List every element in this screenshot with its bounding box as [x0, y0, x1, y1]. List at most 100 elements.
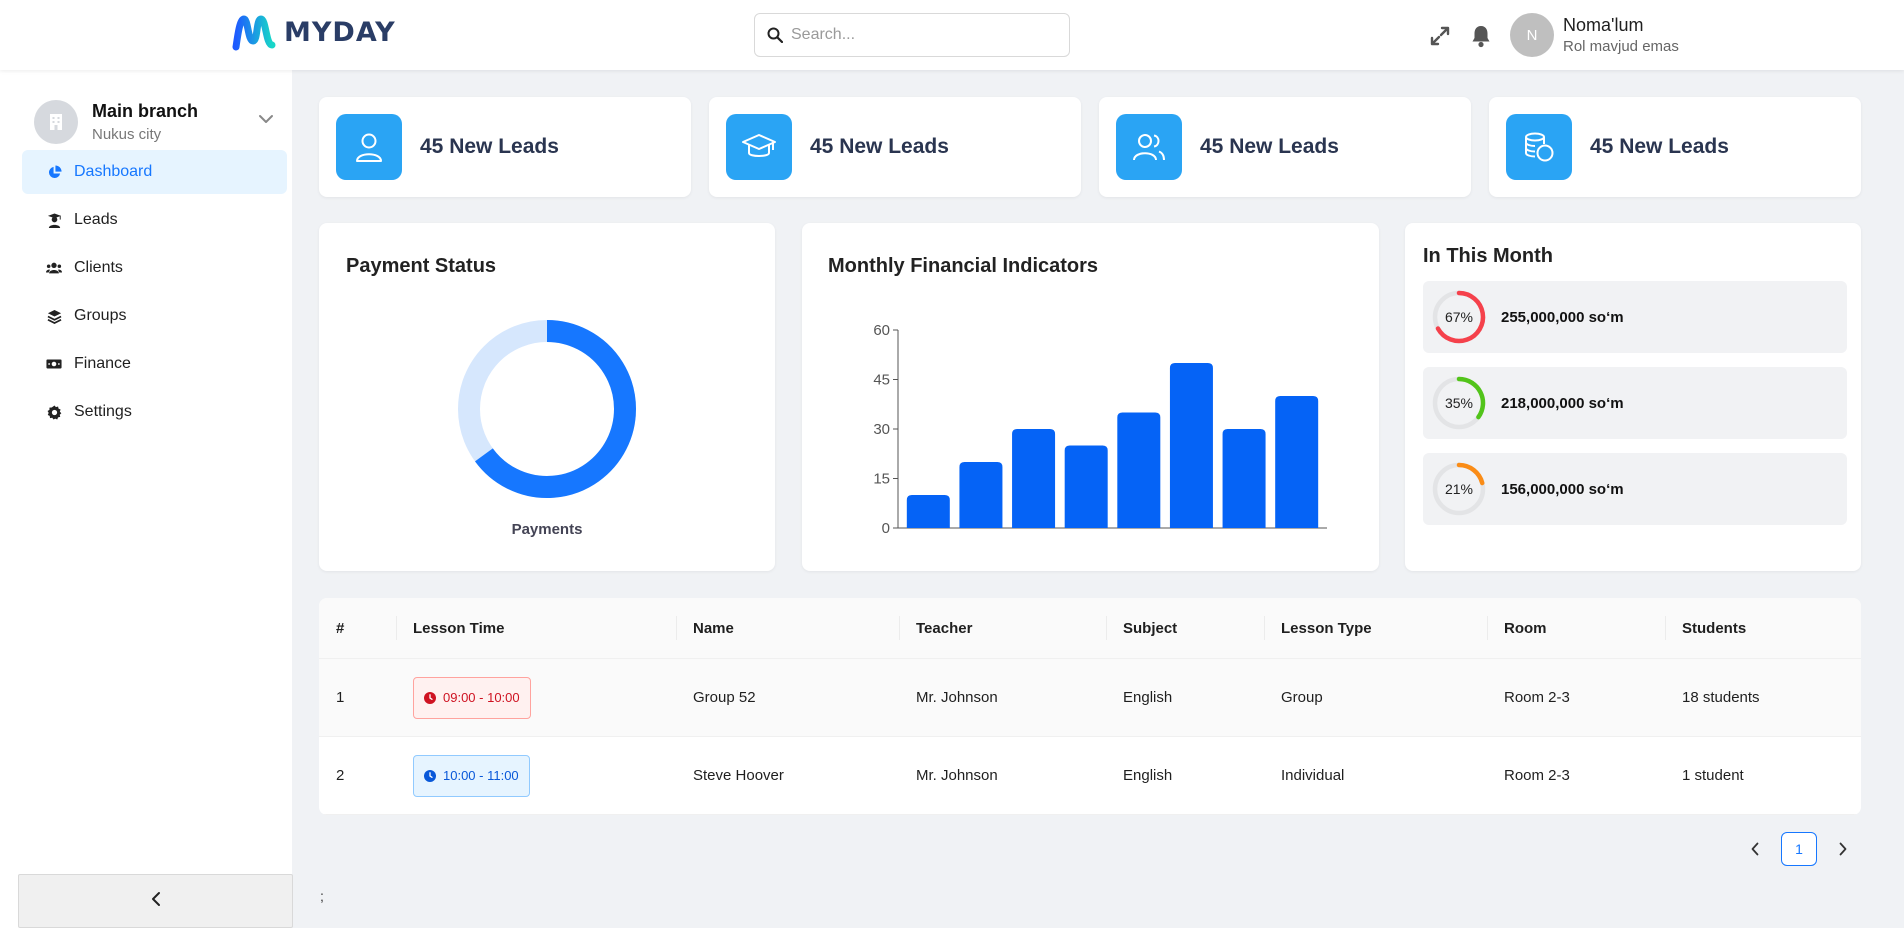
sidebar-item-settings[interactable]: Settings	[22, 390, 287, 434]
clock-icon	[424, 691, 436, 704]
sidebar-item-clients[interactable]: Clients	[22, 246, 287, 290]
branch-avatar	[34, 100, 78, 144]
column-header: Lesson Type	[1264, 598, 1487, 658]
x-tick-label: JUL	[1231, 535, 1258, 538]
bar[interactable]	[1275, 396, 1319, 528]
stat-card[interactable]: 45 New Leads	[1099, 97, 1471, 197]
column-header: Teacher	[899, 598, 1106, 658]
sidebar-item-dashboard[interactable]: Dashboard	[22, 150, 287, 194]
room: Room 2-3	[1504, 689, 1570, 706]
top-header: MYDAY N Noma'lum Rol mavjud emas	[0, 0, 1904, 70]
bar[interactable]	[1222, 429, 1266, 528]
column-header: Room	[1487, 598, 1665, 658]
x-tick-label: JUN	[1177, 535, 1206, 538]
month-stat-row[interactable]: 67% 255,000,000 so‘m	[1423, 281, 1847, 353]
page-number-button[interactable]: 1	[1781, 832, 1817, 866]
y-tick-label: 15	[873, 471, 890, 488]
row-number: 1	[336, 689, 345, 706]
lesson-type: Individual	[1281, 767, 1345, 784]
logo-text: MYDAY	[284, 16, 396, 48]
search-icon	[767, 27, 783, 43]
column-header: Students	[1665, 598, 1861, 658]
column-header: Subject	[1106, 598, 1264, 658]
bell-icon	[1472, 26, 1490, 48]
search-box[interactable]	[754, 13, 1070, 57]
month-amount: 218,000,000 so‘m	[1501, 394, 1624, 412]
progress-ring-fill	[1456, 376, 1486, 420]
progress-ring: 21%	[1431, 461, 1487, 517]
branch-selector[interactable]: Main branch Nukus city	[34, 98, 274, 146]
stat-card[interactable]: 45 New Leads	[319, 97, 691, 197]
table-row[interactable]: 2 10:00 - 11:00 Steve Hoover Mr. Johnson…	[319, 737, 1861, 815]
sidebar: Main branch Nukus city Dashboard Leads C…	[0, 70, 293, 928]
bar[interactable]	[959, 462, 1003, 528]
sidebar-item-finance[interactable]: Finance	[22, 342, 287, 386]
sidebar-item-label: Groups	[74, 307, 127, 324]
lesson-time: 09:00 - 10:00	[443, 690, 520, 705]
card-title: Payment Status	[346, 255, 497, 277]
month-stat-row[interactable]: 35% 218,000,000 so‘m	[1423, 367, 1847, 439]
sidebar-item-groups[interactable]: Groups	[22, 294, 287, 338]
sidebar-item-leads[interactable]: Leads	[22, 198, 287, 242]
lessons-table: # Lesson Time Name Teacher Subject Lesso…	[319, 598, 1861, 815]
financial-chart-card: Monthly Financial Indicators 0 15 30 45 60 JA…	[802, 223, 1379, 571]
lesson-time-tag: 09:00 - 10:00	[413, 676, 531, 719]
stat-card[interactable]: 45 New Leads	[1489, 97, 1861, 197]
month-stat-row[interactable]: 21% 156,000,000 so‘m	[1423, 453, 1847, 525]
prev-page-button[interactable]	[1740, 832, 1770, 866]
bar[interactable]	[906, 495, 950, 528]
room: Room 2-3	[1504, 767, 1570, 784]
stat-card[interactable]: 45 New Leads	[709, 97, 1081, 197]
bar[interactable]	[1012, 429, 1056, 528]
progress-percent: 35%	[1444, 395, 1474, 411]
logo[interactable]: MYDAY	[232, 12, 396, 52]
table-row[interactable]: 1 09:00 - 10:00 Group 52 Mr. Johnson Eng…	[319, 659, 1861, 737]
sidebar-item-label: Leads	[74, 211, 118, 228]
bar[interactable]	[1117, 412, 1161, 529]
students: 1 student	[1682, 767, 1744, 784]
sidebar-item-label: Clients	[74, 259, 123, 276]
y-tick-label: 30	[873, 421, 890, 438]
students: 18 students	[1682, 689, 1760, 706]
user-icon	[336, 114, 402, 180]
x-tick-label: MAY	[1123, 535, 1154, 538]
payment-status-card: Payment Status Payments	[319, 223, 775, 571]
chevron-down-icon[interactable]	[258, 112, 274, 130]
notifications-button[interactable]	[1468, 23, 1494, 49]
bar[interactable]	[1169, 363, 1213, 528]
progress-percent: 21%	[1444, 481, 1474, 497]
footer-mark: ;	[320, 888, 324, 904]
progress-percent: 67%	[1444, 309, 1474, 325]
lesson-time-cell: 09:00 - 10:00	[396, 659, 676, 736]
teacher: Mr. Johnson	[916, 767, 998, 784]
y-tick-label: 60	[873, 322, 890, 339]
chevron-left-icon	[150, 891, 162, 912]
bar-chart: 0 15 30 45 60 JAN FEB MAR APR MAY JUN JUL AUG	[873, 322, 1327, 538]
sidebar-nav: Dashboard Leads Clients Groups Finance S…	[22, 150, 287, 438]
branch-name: Main branch	[92, 101, 199, 121]
x-tick-label: APR	[1071, 535, 1102, 538]
collapse-sidebar-button[interactable]	[18, 874, 293, 928]
x-tick-label: JAN	[914, 535, 942, 538]
payment-donut	[458, 320, 636, 498]
expand-icon	[1430, 26, 1450, 46]
search-input[interactable]	[791, 26, 1051, 44]
layers-icon	[46, 308, 62, 324]
sidebar-item-label: Settings	[74, 403, 132, 420]
donut-legend: Payments	[511, 521, 583, 538]
donut-paid-segment[interactable]	[475, 320, 636, 498]
graduate-icon	[46, 212, 62, 228]
sidebar-item-label: Finance	[74, 355, 131, 372]
chevron-right-icon	[1839, 842, 1847, 856]
chart-title: Monthly Financial Indicators	[828, 255, 1099, 277]
subject: English	[1123, 767, 1173, 784]
next-page-button[interactable]	[1828, 832, 1858, 866]
fullscreen-button[interactable]	[1427, 23, 1453, 49]
progress-ring-fill	[1435, 290, 1486, 344]
lesson-type: Group	[1281, 689, 1323, 706]
bar[interactable]	[1064, 445, 1108, 529]
user-name: Noma'lum	[1563, 15, 1644, 35]
user-avatar[interactable]: N	[1510, 13, 1554, 57]
lesson-time-tag: 10:00 - 11:00	[413, 754, 530, 797]
month-amount: 156,000,000 so‘m	[1501, 480, 1624, 498]
